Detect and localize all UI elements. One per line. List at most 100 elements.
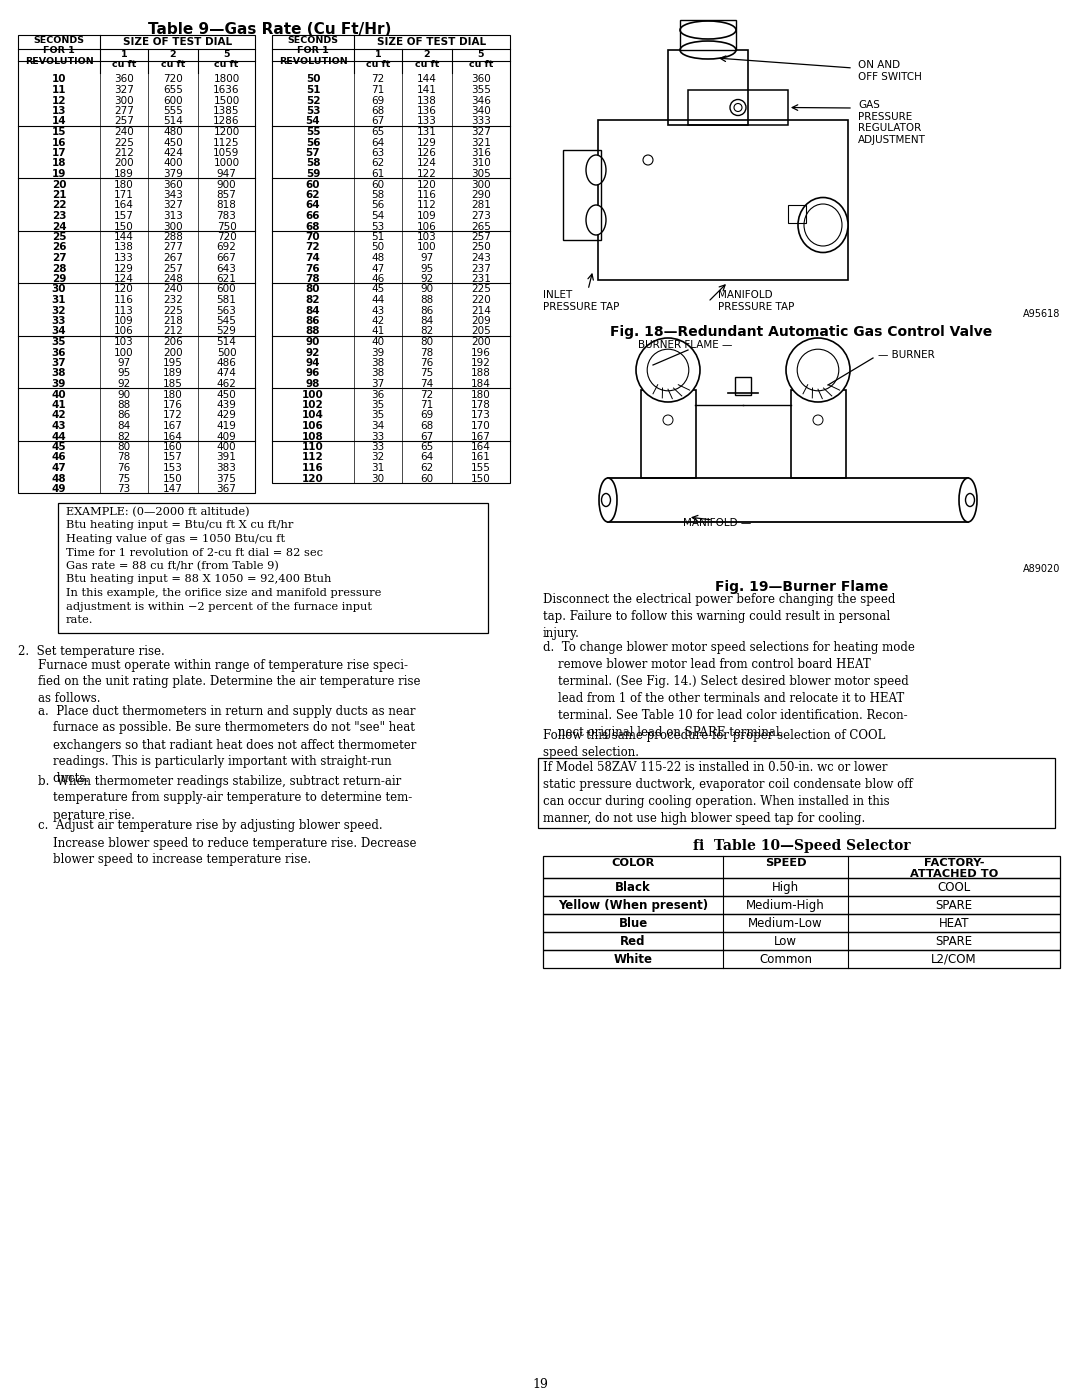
Text: 265: 265 bbox=[471, 222, 491, 232]
Text: 214: 214 bbox=[471, 306, 491, 316]
Text: 15: 15 bbox=[52, 127, 66, 137]
Ellipse shape bbox=[966, 493, 974, 507]
Text: 21: 21 bbox=[52, 190, 66, 200]
Text: Follow this same procedure for proper selection of COOL
speed selection.: Follow this same procedure for proper se… bbox=[543, 729, 886, 759]
Bar bbox=[543, 932, 1059, 950]
Text: 240: 240 bbox=[114, 127, 134, 137]
Text: 44: 44 bbox=[52, 432, 66, 441]
Text: 64: 64 bbox=[306, 201, 321, 211]
Ellipse shape bbox=[680, 41, 735, 59]
Text: 409: 409 bbox=[217, 432, 237, 441]
Text: d.  To change blower motor speed selections for heating mode
    remove blower m: d. To change blower motor speed selectio… bbox=[543, 641, 915, 739]
Text: 102: 102 bbox=[302, 400, 324, 409]
Text: 92: 92 bbox=[118, 379, 131, 388]
Text: 60: 60 bbox=[372, 179, 384, 190]
Text: 231: 231 bbox=[471, 274, 491, 284]
Text: 97: 97 bbox=[420, 253, 434, 263]
Text: 62: 62 bbox=[372, 158, 384, 169]
Text: 480: 480 bbox=[163, 127, 183, 137]
Text: 192: 192 bbox=[471, 358, 491, 367]
Text: 80: 80 bbox=[118, 441, 131, 453]
Text: 462: 462 bbox=[217, 379, 237, 388]
Text: 22: 22 bbox=[52, 201, 66, 211]
Text: COLOR: COLOR bbox=[611, 858, 654, 868]
Text: If Model 58ZAV 115-22 is installed in 0.50-in. wc or lower
static pressure ductw: If Model 58ZAV 115-22 is installed in 0.… bbox=[543, 761, 913, 826]
Text: 383: 383 bbox=[217, 462, 237, 474]
Text: 71: 71 bbox=[420, 400, 434, 409]
Text: 78: 78 bbox=[420, 348, 434, 358]
Text: 419: 419 bbox=[217, 420, 237, 432]
Bar bbox=[543, 895, 1059, 914]
Text: GAS
PRESSURE
REGULATOR
ADJUSTMENT: GAS PRESSURE REGULATOR ADJUSTMENT bbox=[858, 101, 926, 145]
Text: 49: 49 bbox=[52, 483, 66, 495]
Text: 340: 340 bbox=[471, 106, 491, 116]
Text: 180: 180 bbox=[114, 179, 134, 190]
Text: 225: 225 bbox=[114, 137, 134, 148]
Text: 68: 68 bbox=[372, 106, 384, 116]
Text: 84: 84 bbox=[420, 316, 434, 326]
Text: 218: 218 bbox=[163, 316, 183, 326]
Text: 58: 58 bbox=[306, 158, 321, 169]
Text: ON AND
OFF SWITCH: ON AND OFF SWITCH bbox=[858, 60, 922, 81]
Bar bbox=[688, 89, 788, 124]
Text: 474: 474 bbox=[217, 369, 237, 379]
Text: 157: 157 bbox=[114, 211, 134, 221]
Text: 41: 41 bbox=[372, 327, 384, 337]
Text: 136: 136 bbox=[417, 106, 437, 116]
Text: — BURNER: — BURNER bbox=[878, 351, 935, 360]
Text: 545: 545 bbox=[217, 316, 237, 326]
Text: 277: 277 bbox=[163, 243, 183, 253]
Text: 68: 68 bbox=[306, 222, 321, 232]
Text: SECONDS
FOR 1
REVOLUTION: SECONDS FOR 1 REVOLUTION bbox=[279, 36, 348, 66]
Text: 50: 50 bbox=[306, 74, 321, 84]
Text: 97: 97 bbox=[118, 358, 131, 367]
Bar bbox=[680, 20, 735, 50]
Text: 1000: 1000 bbox=[214, 158, 240, 169]
Text: 150: 150 bbox=[471, 474, 491, 483]
Text: 1636: 1636 bbox=[213, 85, 240, 95]
Text: 212: 212 bbox=[163, 327, 183, 337]
Text: a.  Place duct thermometers in return and supply ducts as near
    furnace as po: a. Place duct thermometers in return and… bbox=[38, 704, 417, 785]
Text: MANIFOLD —: MANIFOLD — bbox=[683, 518, 752, 528]
Text: 133: 133 bbox=[114, 253, 134, 263]
Text: 720: 720 bbox=[217, 232, 237, 242]
Text: 112: 112 bbox=[302, 453, 324, 462]
Text: 600: 600 bbox=[217, 285, 237, 295]
Text: INLET
PRESSURE TAP: INLET PRESSURE TAP bbox=[543, 291, 619, 312]
Ellipse shape bbox=[797, 349, 839, 391]
Text: 424: 424 bbox=[163, 148, 183, 158]
Text: 124: 124 bbox=[417, 158, 437, 169]
Text: FACTORY-
ATTACHED TO: FACTORY- ATTACHED TO bbox=[909, 858, 998, 879]
Text: 37: 37 bbox=[52, 358, 66, 367]
Text: 88: 88 bbox=[420, 295, 434, 305]
Text: 122: 122 bbox=[417, 169, 437, 179]
Text: 220: 220 bbox=[471, 295, 491, 305]
Text: 178: 178 bbox=[471, 400, 491, 409]
Text: 10: 10 bbox=[52, 74, 66, 84]
Text: 80: 80 bbox=[306, 285, 321, 295]
Text: Table 9—Gas Rate (Cu Ft/Hr): Table 9—Gas Rate (Cu Ft/Hr) bbox=[148, 22, 392, 36]
Text: 95: 95 bbox=[420, 264, 434, 274]
Text: 243: 243 bbox=[471, 253, 491, 263]
Text: 1800: 1800 bbox=[214, 74, 240, 84]
Text: 39: 39 bbox=[372, 348, 384, 358]
Text: 39: 39 bbox=[52, 379, 66, 388]
Text: 327: 327 bbox=[163, 201, 183, 211]
Bar bbox=[791, 390, 846, 478]
Text: 120: 120 bbox=[302, 474, 324, 483]
Text: 58: 58 bbox=[372, 190, 384, 200]
Text: 185: 185 bbox=[163, 379, 183, 388]
Text: 160: 160 bbox=[163, 441, 183, 453]
Text: 103: 103 bbox=[417, 232, 437, 242]
Text: 14: 14 bbox=[52, 116, 66, 127]
Text: 82: 82 bbox=[420, 327, 434, 337]
Text: 486: 486 bbox=[217, 358, 237, 367]
Ellipse shape bbox=[643, 155, 653, 165]
Text: 783: 783 bbox=[217, 211, 237, 221]
Text: 367: 367 bbox=[217, 483, 237, 495]
Text: 267: 267 bbox=[163, 253, 183, 263]
Text: Furnace must operate within range of temperature rise speci-
fied on the unit ra: Furnace must operate within range of tem… bbox=[38, 658, 420, 705]
Text: 161: 161 bbox=[471, 453, 491, 462]
Text: 72: 72 bbox=[372, 74, 384, 84]
Text: 106: 106 bbox=[114, 327, 134, 337]
